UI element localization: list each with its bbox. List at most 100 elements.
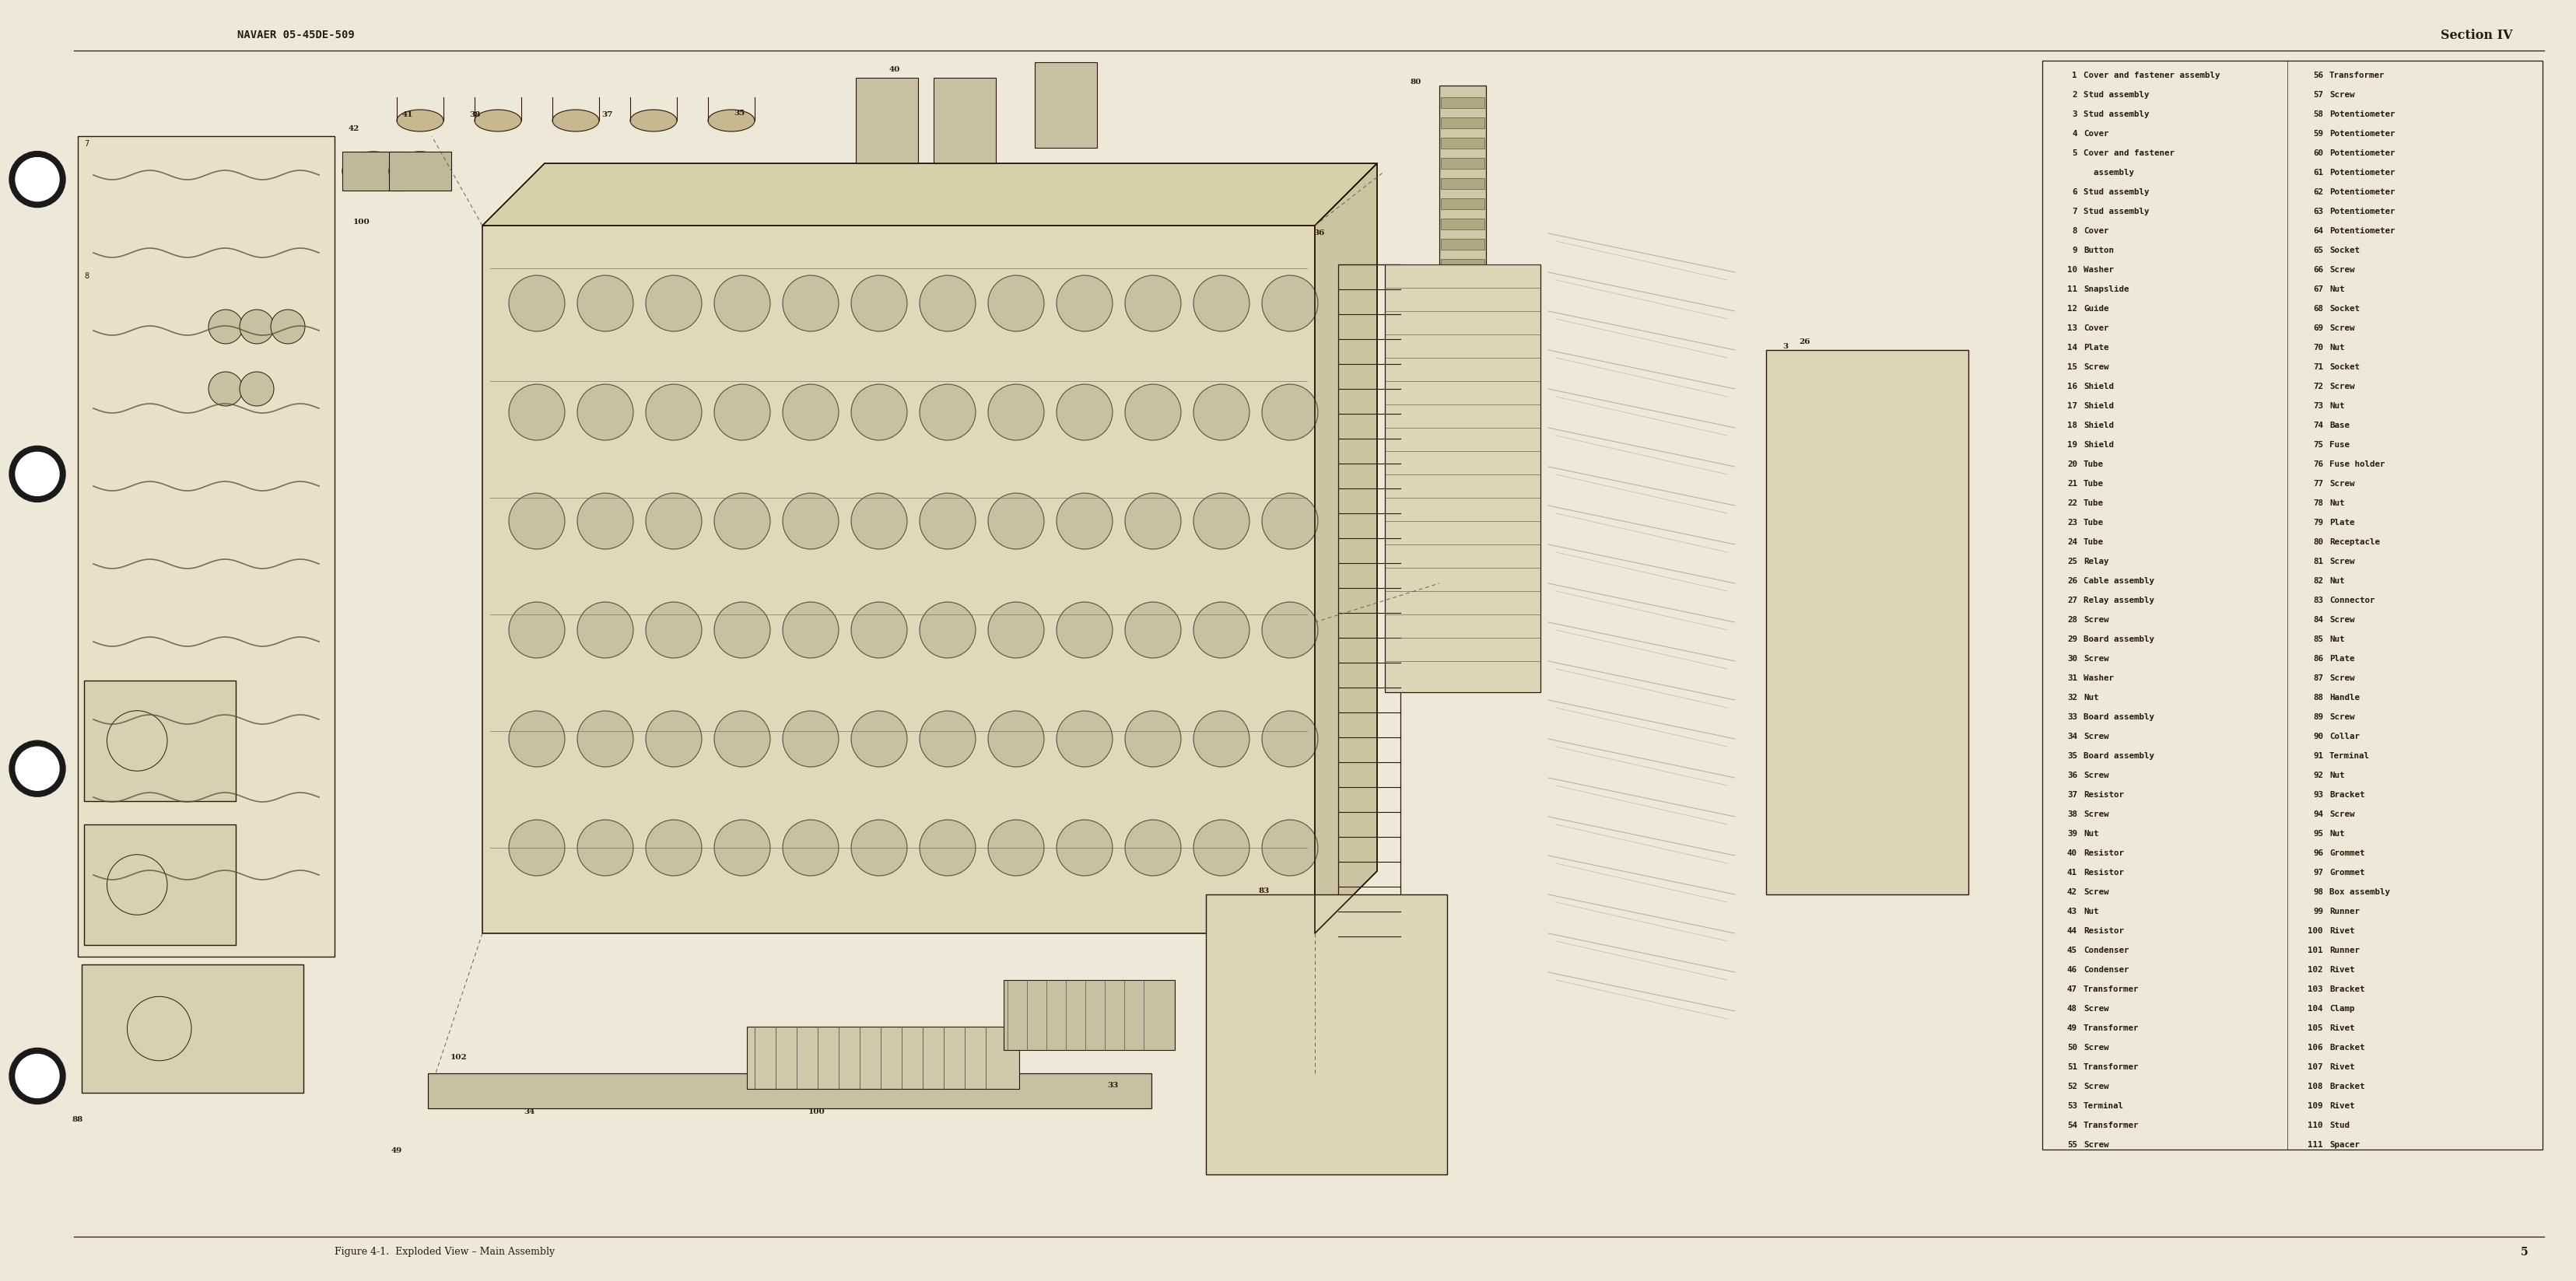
Text: Stud assembly: Stud assembly bbox=[2084, 91, 2148, 99]
Text: NAVAER 05-45DE-509: NAVAER 05-45DE-509 bbox=[237, 29, 353, 41]
Text: 83: 83 bbox=[2313, 597, 2324, 605]
Circle shape bbox=[240, 310, 273, 343]
Text: 28: 28 bbox=[2066, 616, 2076, 624]
Text: 32: 32 bbox=[2066, 694, 2076, 702]
Text: Spacer: Spacer bbox=[2329, 1141, 2360, 1149]
Text: 11: 11 bbox=[2066, 286, 2076, 293]
Circle shape bbox=[1056, 384, 1113, 441]
Text: 40: 40 bbox=[889, 67, 899, 73]
Text: 80: 80 bbox=[1409, 78, 1422, 85]
Polygon shape bbox=[482, 164, 1376, 225]
Text: 25: 25 bbox=[2066, 557, 2076, 565]
Text: 37: 37 bbox=[2066, 790, 2076, 799]
Text: 51: 51 bbox=[2066, 1063, 2076, 1071]
Text: 101: 101 bbox=[2308, 947, 2324, 954]
Text: Stud: Stud bbox=[2329, 1122, 2349, 1130]
Text: 45: 45 bbox=[2066, 947, 2076, 954]
Circle shape bbox=[1193, 602, 1249, 658]
Text: 1: 1 bbox=[2071, 72, 2076, 79]
Text: 3: 3 bbox=[1783, 342, 1788, 350]
Circle shape bbox=[1262, 384, 1316, 441]
Ellipse shape bbox=[708, 110, 755, 132]
Text: Washer: Washer bbox=[2084, 266, 2112, 274]
Text: 24: 24 bbox=[2066, 538, 2076, 546]
Text: 38: 38 bbox=[2066, 811, 2076, 819]
Circle shape bbox=[1193, 384, 1249, 441]
Text: 89: 89 bbox=[2313, 714, 2324, 721]
Text: 102: 102 bbox=[451, 1054, 466, 1061]
Bar bbox=[1440, 279, 1484, 290]
Text: Screw: Screw bbox=[2084, 771, 2107, 779]
Circle shape bbox=[783, 275, 837, 332]
Circle shape bbox=[507, 820, 564, 876]
Circle shape bbox=[577, 820, 634, 876]
Text: 34: 34 bbox=[2066, 733, 2076, 740]
Text: 36: 36 bbox=[1314, 229, 1324, 237]
Circle shape bbox=[850, 384, 907, 441]
Circle shape bbox=[987, 602, 1043, 658]
Bar bbox=[1440, 137, 1484, 149]
Text: Cover and fastener assembly: Cover and fastener assembly bbox=[2084, 72, 2221, 79]
Circle shape bbox=[987, 493, 1043, 550]
Circle shape bbox=[10, 1048, 64, 1104]
Text: Screw: Screw bbox=[2084, 364, 2107, 371]
Text: 35: 35 bbox=[2066, 752, 2076, 760]
Text: Nut: Nut bbox=[2084, 694, 2097, 702]
Text: 5: 5 bbox=[2071, 150, 2076, 158]
Circle shape bbox=[1126, 493, 1180, 550]
Circle shape bbox=[1056, 602, 1113, 658]
Text: Screw: Screw bbox=[2084, 1141, 2107, 1149]
Text: Nut: Nut bbox=[2329, 402, 2344, 410]
Text: Cover: Cover bbox=[2084, 227, 2107, 234]
Circle shape bbox=[783, 711, 837, 767]
Text: 8: 8 bbox=[85, 273, 88, 281]
Polygon shape bbox=[1314, 164, 1376, 934]
Text: 83: 83 bbox=[1257, 886, 1270, 894]
Text: 72: 72 bbox=[2313, 383, 2324, 391]
Bar bbox=[1383, 264, 1540, 692]
Text: Board assembly: Board assembly bbox=[2084, 752, 2154, 760]
Circle shape bbox=[783, 384, 837, 441]
Text: Screw: Screw bbox=[2084, 733, 2107, 740]
Text: Condenser: Condenser bbox=[2084, 947, 2128, 954]
Text: 60: 60 bbox=[2313, 150, 2324, 158]
Text: Fuse holder: Fuse holder bbox=[2329, 460, 2385, 469]
Text: 29: 29 bbox=[2066, 635, 2076, 643]
Text: 87: 87 bbox=[2313, 674, 2324, 681]
Circle shape bbox=[1126, 820, 1180, 876]
Text: 69: 69 bbox=[2313, 324, 2324, 332]
Text: Nut: Nut bbox=[2329, 500, 2344, 507]
Text: 56: 56 bbox=[2313, 72, 2324, 79]
Text: Screw: Screw bbox=[2329, 480, 2354, 488]
Ellipse shape bbox=[551, 110, 598, 132]
Text: 39: 39 bbox=[2066, 830, 2076, 838]
Text: Base: Base bbox=[2329, 421, 2349, 429]
Text: Board assembly: Board assembly bbox=[2084, 714, 2154, 721]
Text: 35: 35 bbox=[734, 109, 744, 117]
Text: 7: 7 bbox=[85, 140, 88, 147]
Text: 14: 14 bbox=[2066, 343, 2076, 351]
Circle shape bbox=[1056, 711, 1113, 767]
Text: 27: 27 bbox=[2066, 597, 2076, 605]
Circle shape bbox=[209, 371, 242, 406]
Circle shape bbox=[647, 384, 701, 441]
Text: Screw: Screw bbox=[2329, 383, 2354, 391]
Text: 54: 54 bbox=[2066, 1122, 2076, 1130]
Text: 58: 58 bbox=[2313, 110, 2324, 118]
Text: Snapslide: Snapslide bbox=[2084, 286, 2128, 293]
Text: 91: 91 bbox=[2313, 752, 2324, 760]
Circle shape bbox=[920, 711, 976, 767]
Text: 46: 46 bbox=[2066, 966, 2076, 974]
Text: 15: 15 bbox=[2066, 364, 2076, 371]
Text: 48: 48 bbox=[2066, 1004, 2076, 1013]
Text: 68: 68 bbox=[2313, 305, 2324, 313]
Circle shape bbox=[507, 711, 564, 767]
Text: 95: 95 bbox=[2313, 830, 2324, 838]
Bar bbox=[1337, 264, 1399, 961]
Circle shape bbox=[714, 602, 770, 658]
Text: Runner: Runner bbox=[2329, 947, 2360, 954]
Circle shape bbox=[920, 820, 976, 876]
Text: Shield: Shield bbox=[2084, 383, 2112, 391]
Text: 85: 85 bbox=[2313, 635, 2324, 643]
Circle shape bbox=[1262, 820, 1316, 876]
